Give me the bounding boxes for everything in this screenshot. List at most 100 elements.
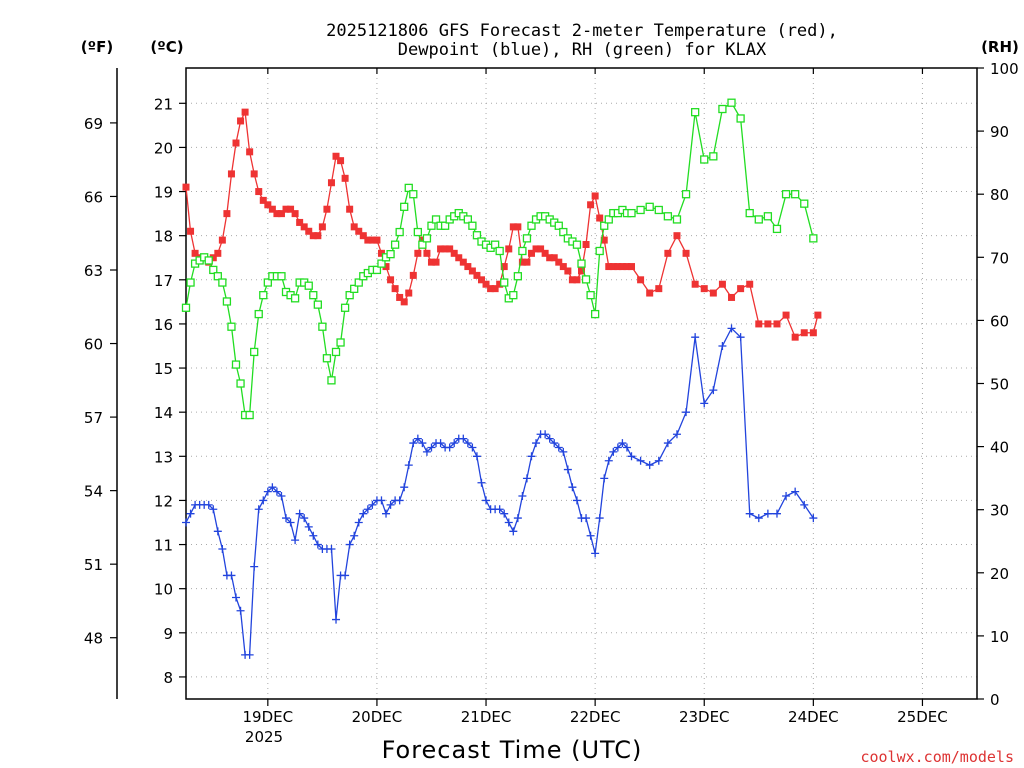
dewpoint-point xyxy=(400,483,409,492)
rh-line xyxy=(185,101,814,416)
rh-point xyxy=(400,202,409,211)
dewpoint-point xyxy=(327,544,336,553)
rh-point xyxy=(709,152,718,161)
temperature-point xyxy=(564,267,572,275)
rh-point xyxy=(554,221,563,230)
x-tick-label: 23DEC xyxy=(679,708,730,726)
temperature-point xyxy=(550,254,558,262)
rh-point xyxy=(227,322,236,331)
temperature-point xyxy=(409,271,417,279)
rh-point xyxy=(645,202,654,211)
rh-point xyxy=(763,212,773,221)
rh-point xyxy=(690,108,700,117)
temperature-point xyxy=(191,249,199,257)
rh-point xyxy=(209,265,218,275)
temperature-point xyxy=(614,263,622,271)
temperature-point xyxy=(746,280,754,288)
dewpoint-point xyxy=(368,500,377,509)
rh-point xyxy=(213,272,222,281)
rh-tick-label: 90 xyxy=(990,123,1009,141)
temperature-point xyxy=(591,192,599,200)
temperature-point xyxy=(414,249,422,257)
rh-point xyxy=(250,347,259,357)
temperature-point xyxy=(241,108,249,116)
temperature-point xyxy=(609,263,617,271)
temperature-point xyxy=(441,245,449,253)
dewpoint-point xyxy=(209,505,218,514)
fahrenheit-tick-label: 66 xyxy=(84,188,103,206)
rh-point xyxy=(309,291,318,300)
temperature-point xyxy=(496,280,504,288)
temperature-point xyxy=(423,249,431,257)
temperature-point xyxy=(391,285,399,293)
dewpoint-point xyxy=(250,562,259,571)
dewpoint-point xyxy=(550,439,559,448)
dewpoint-point xyxy=(518,492,527,501)
dewpoint-point xyxy=(259,496,268,505)
temperature-point xyxy=(405,289,413,297)
dewpoint-point xyxy=(654,456,663,465)
temperature-point xyxy=(332,152,340,160)
series-temperature xyxy=(182,108,822,341)
temperature-point xyxy=(250,170,258,178)
rh-point xyxy=(263,278,272,287)
rh-point xyxy=(509,291,518,300)
rh-tick-label: 40 xyxy=(990,439,1009,457)
dewpoint-point xyxy=(604,456,613,465)
rh-point xyxy=(636,205,645,215)
dewpoint-point xyxy=(532,439,541,448)
temperature-point xyxy=(800,329,808,337)
temperature-point xyxy=(814,311,822,319)
temperature-point xyxy=(728,293,736,301)
dewpoint-point xyxy=(345,540,354,549)
temperature-point xyxy=(350,223,358,231)
dewpoint-point xyxy=(736,333,745,342)
rh-point xyxy=(290,294,300,303)
rh-point xyxy=(577,259,586,268)
celsius-tick-label: 21 xyxy=(154,95,173,113)
celsius-tick-label: 18 xyxy=(154,228,173,246)
temperature-point xyxy=(646,289,654,297)
celsius-tick-label: 19 xyxy=(154,184,173,202)
dewpoint-point xyxy=(295,509,304,518)
rh-point xyxy=(254,309,263,319)
rh-point xyxy=(718,104,727,114)
dewpoint-point xyxy=(304,522,313,531)
dewpoint-point xyxy=(300,514,309,523)
temperature-point xyxy=(468,267,476,275)
temperature-point xyxy=(355,227,363,235)
celsius-tick-label: 13 xyxy=(154,448,173,466)
dewpoint-point xyxy=(522,474,531,483)
rh-point xyxy=(409,190,418,199)
celsius-tick-label: 12 xyxy=(154,492,173,510)
temperature-point xyxy=(309,232,317,240)
dewpoint-point xyxy=(277,492,286,501)
rh-point xyxy=(345,291,354,300)
temperature-point xyxy=(637,276,645,284)
dewpoint-point xyxy=(613,443,622,452)
temperature-point xyxy=(246,148,254,156)
temperature-point xyxy=(373,236,381,244)
dewpoint-point xyxy=(204,500,213,509)
dewpoint-point xyxy=(636,456,645,465)
dewpoint-point xyxy=(427,443,436,452)
dewpoint-point xyxy=(782,492,791,501)
temperature-point xyxy=(437,245,445,253)
temperature-point xyxy=(514,223,522,231)
rh-point xyxy=(418,240,427,249)
rh-point xyxy=(431,215,441,224)
dewpoint-point xyxy=(554,443,563,452)
temperature-point xyxy=(346,205,354,213)
temperature-line xyxy=(185,109,819,339)
dewpoint-point xyxy=(213,527,222,536)
dewpoint-point xyxy=(582,514,591,523)
rh-point xyxy=(331,347,341,357)
temperature-point xyxy=(555,258,563,266)
temperature-point xyxy=(432,258,440,266)
temperature-point xyxy=(773,320,781,328)
rh-point xyxy=(495,246,504,256)
axis-ticks: 8 9 10 11 12 13 14 15 16 17 18 19 20 21 48 51 54 57 60 63 66… xyxy=(84,60,1019,726)
dewpoint-point xyxy=(395,496,404,505)
dewpoint-point xyxy=(245,650,254,659)
